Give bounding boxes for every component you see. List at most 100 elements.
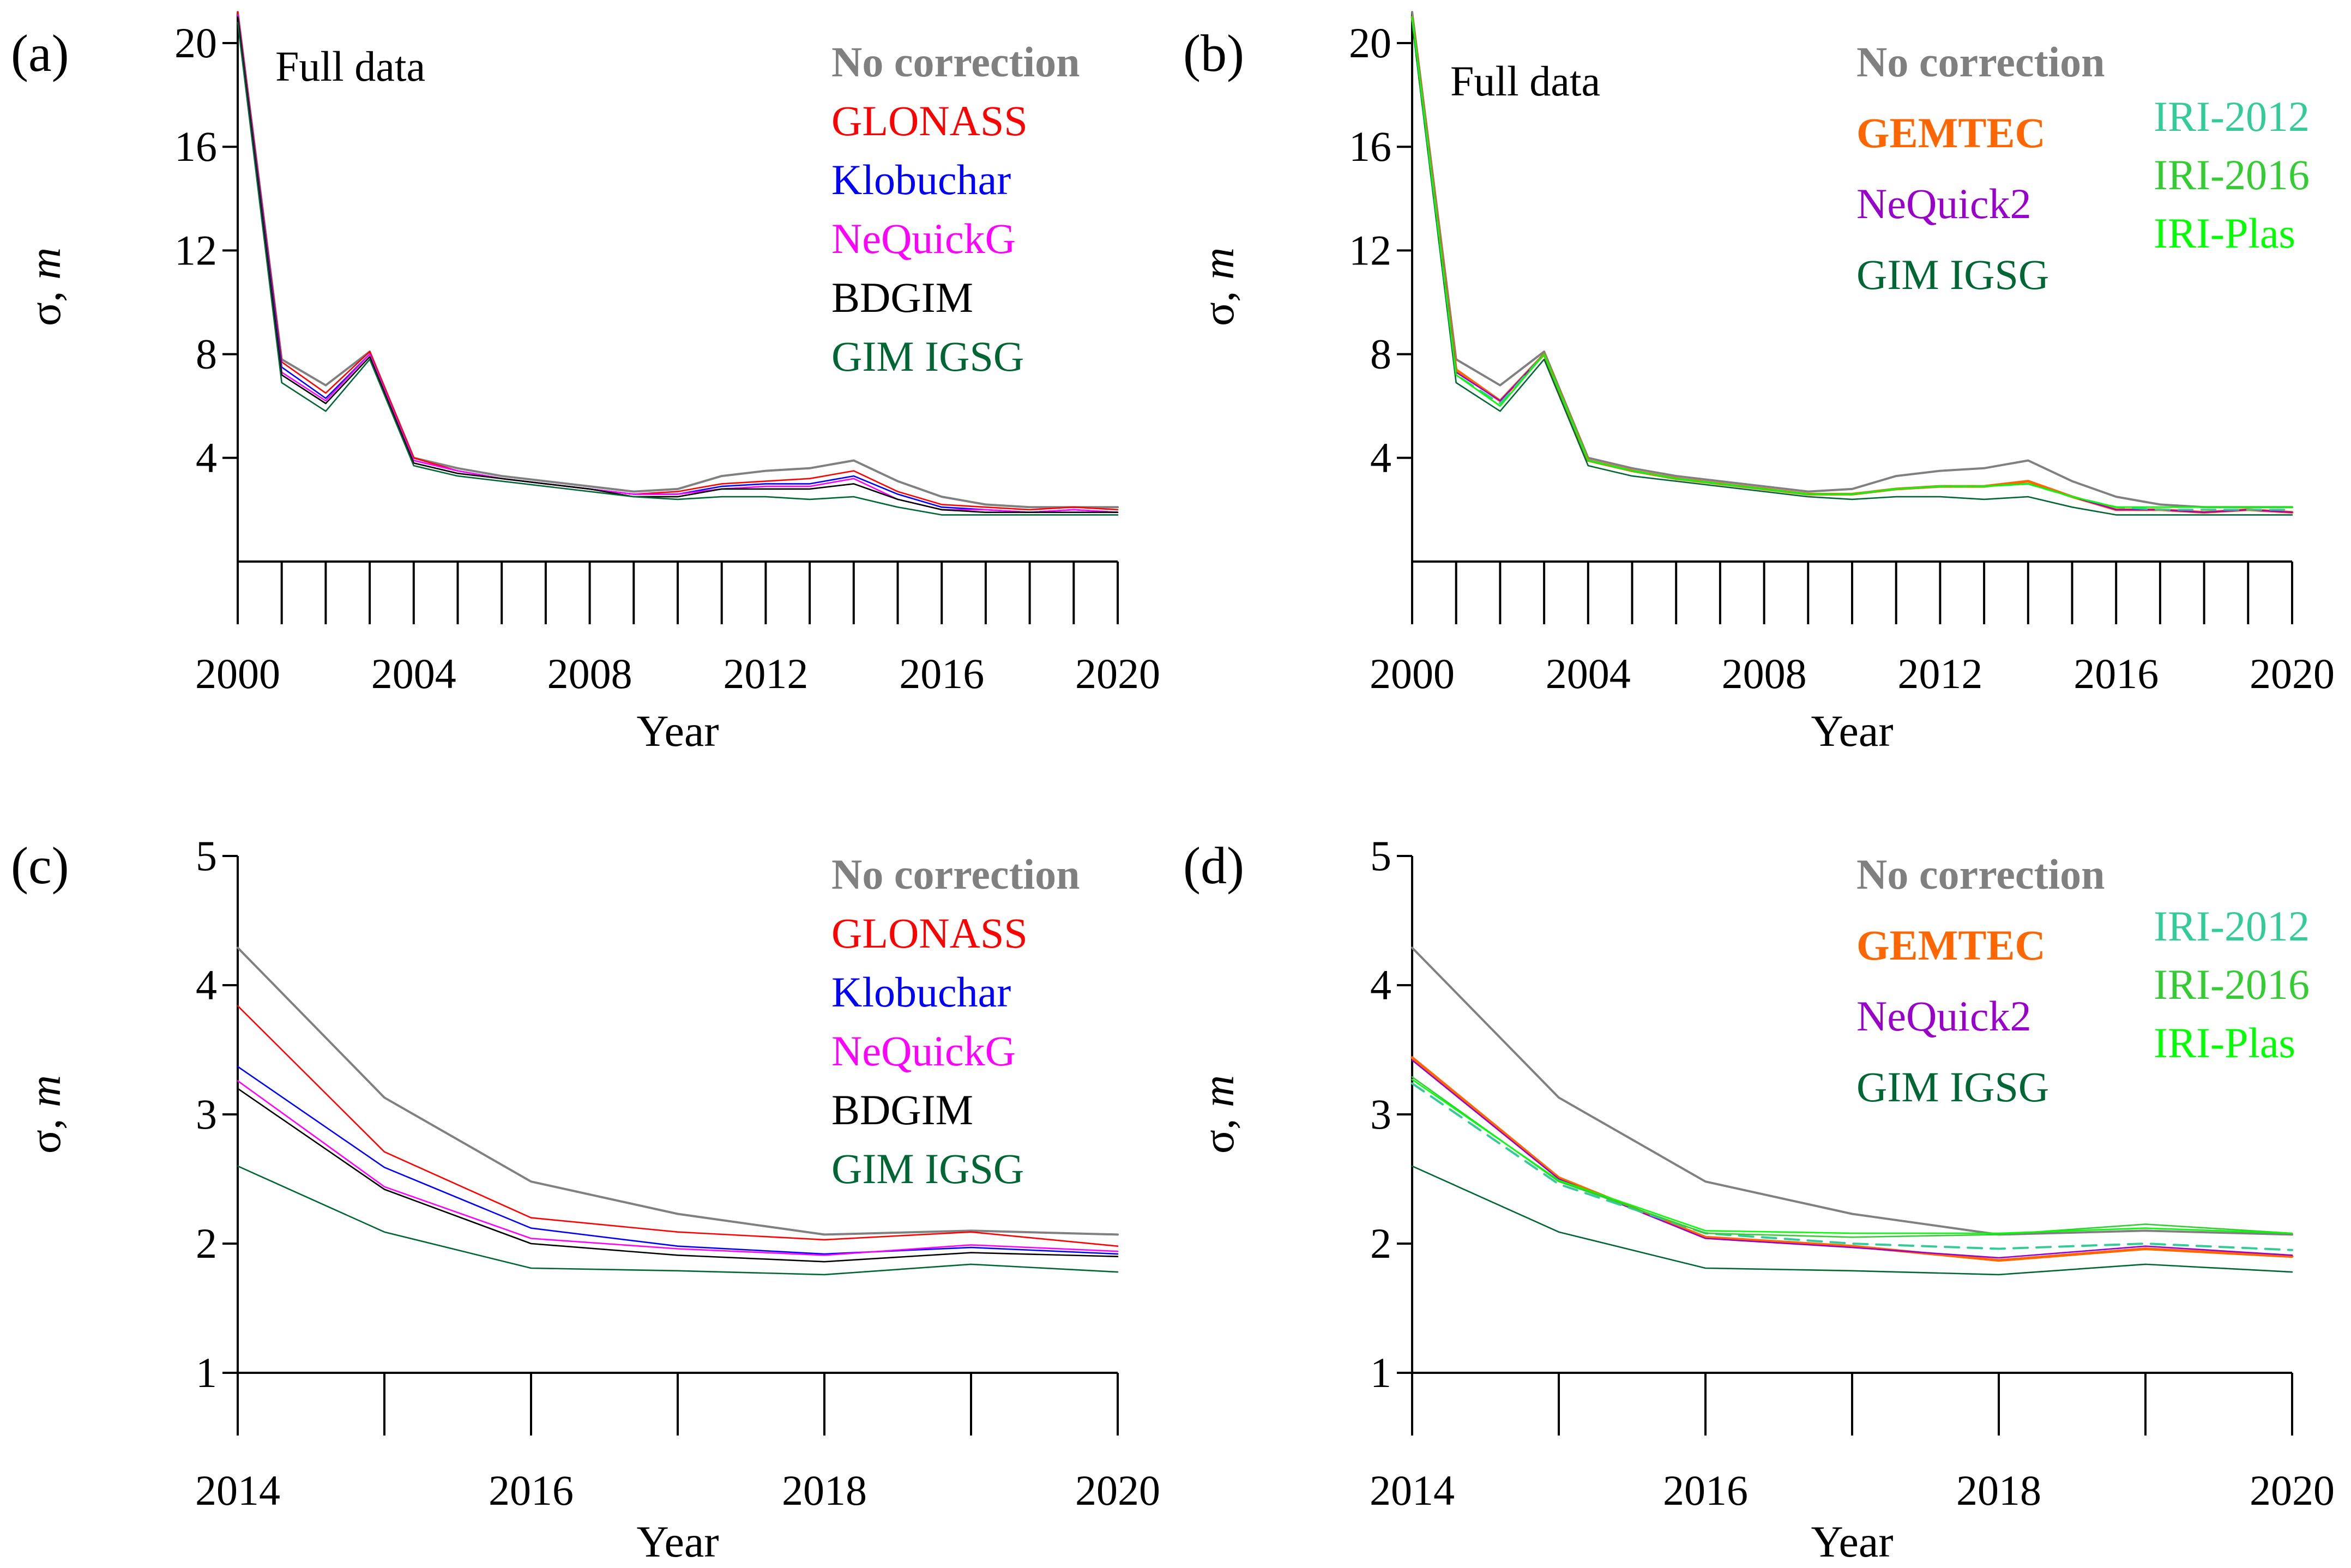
series-line-gim-igsg [237, 21, 1119, 516]
legend-entry: IRI-2016 [2154, 961, 2310, 1008]
y-axis-label: σ, m [1193, 248, 1243, 326]
x-tick-label: 2012 [723, 650, 808, 697]
x-tick-label: 2000 [1370, 650, 1455, 697]
y-tick-label: 16 [1349, 123, 1391, 170]
y-tick-label: 4 [196, 961, 217, 1009]
x-tick-label: 2008 [547, 650, 632, 697]
series-line-gim-igsg [237, 1165, 1119, 1276]
series-line-gim-igsg [1411, 21, 2293, 516]
x-tick-label: 2000 [195, 650, 280, 697]
y-tick-label: 8 [196, 330, 217, 378]
series-line-gim-igsg [1411, 1165, 2293, 1276]
x-tick-label: 2004 [371, 650, 456, 697]
legend-entry: Klobuchar [831, 968, 1011, 1016]
legend-entry: Klobuchar [831, 156, 1011, 203]
x-axis-label: Year [1811, 1517, 1893, 1566]
x-tick-label: 2014 [195, 1467, 280, 1514]
series-line-gemtec [1410, 1056, 2294, 1262]
legend-entry: NeQuickG [831, 215, 1016, 262]
legend-entry: NeQuickG [831, 1027, 1016, 1075]
legend-entry: GEMTEC [1856, 921, 2046, 969]
panel-label: (d) [1183, 836, 1244, 895]
y-tick-label: 12 [1349, 226, 1391, 274]
x-tick-label: 2020 [2250, 1467, 2335, 1514]
y-tick-label: 20 [174, 19, 217, 67]
legend-entry: GLONASS [831, 909, 1028, 957]
y-axis-label: σ, m [1193, 1075, 1243, 1154]
y-axis-label: σ, m [20, 248, 70, 326]
x-tick-label: 2016 [1663, 1467, 1748, 1514]
series-line-no-correction [237, 946, 1119, 1236]
x-tick-label: 2020 [2250, 650, 2335, 697]
x-tick-label: 2014 [1370, 1467, 1455, 1514]
legend-entry: GIM IGSG [831, 1145, 1024, 1192]
series-line-bdgim [237, 1088, 1119, 1263]
legend-entry: IRI-2012 [2154, 93, 2310, 140]
x-tick-label: 2020 [1075, 1467, 1160, 1514]
legend-entry: BDGIM [831, 1086, 973, 1133]
legend-entry: BDGIM [831, 274, 973, 321]
series-line-iri-plas [1411, 1078, 2293, 1234]
x-tick-label: 2016 [2073, 650, 2159, 697]
x-axis-label: Year [636, 706, 719, 756]
panel-c: 1 2 3 4 5 2014 2016 2018 2020 Year σ, m (c) No corre… [11, 832, 1160, 1566]
series-line-iri-plas [1411, 16, 2293, 508]
series-line-no-correction [1411, 946, 2293, 1236]
panel-d: 1 2 3 4 5 2014 2016 2018 2020 Year σ, m (d) No corre… [1183, 832, 2335, 1566]
x-tick-label: 2012 [1897, 650, 1982, 697]
legend-entry: GIM IGSG [1856, 1063, 2049, 1111]
y-tick-label: 4 [1370, 434, 1391, 481]
series-line-nequick2 [1411, 1059, 2293, 1259]
legend-entry: No correction [1856, 38, 2105, 86]
y-tick-label: 16 [174, 123, 217, 170]
legend-entry: GIM IGSG [1856, 251, 2049, 298]
legend-entry: No correction [831, 38, 1080, 86]
x-axis-label: Year [1811, 706, 1893, 756]
legend-entry: No correction [1856, 851, 2105, 898]
legend-entry: IRI-2016 [2154, 151, 2310, 198]
x-axis-label: Year [636, 1517, 719, 1566]
x-tick-label: 2018 [1956, 1467, 2041, 1514]
x-tick-label: 2018 [782, 1467, 867, 1514]
panel-a: 4 8 12 16 20 2000 2004 2008 2012 2016 2020 Year σ, m… [11, 11, 1160, 756]
y-tick-label: 5 [196, 832, 217, 879]
legend-entry: IRI-Plas [2154, 1019, 2295, 1066]
y-tick-label: 1 [1370, 1349, 1391, 1396]
x-tick-label: 2020 [1075, 650, 1160, 697]
legend-entry: NeQuick2 [1856, 992, 2031, 1040]
x-tick-label: 2008 [1722, 650, 1807, 697]
legend-entry: IRI-Plas [2154, 209, 2295, 257]
legend-entry: No correction [831, 851, 1080, 898]
series-line-nequickg [237, 1080, 1119, 1256]
y-tick-label: 5 [1370, 832, 1391, 879]
y-axis-label: σ, m [20, 1075, 70, 1154]
legend-entry: GEMTEC [1856, 109, 2046, 156]
panel-label: (c) [11, 836, 69, 895]
legend-entry: IRI-2012 [2154, 902, 2310, 950]
panel-label: (a) [11, 24, 69, 82]
x-tick-label: 2004 [1546, 650, 1631, 697]
y-tick-label: 4 [196, 434, 217, 481]
series-line-iri-2016 [1411, 1076, 2293, 1238]
series-line-nequickg [237, 14, 1119, 514]
x-tick-label: 2016 [489, 1467, 574, 1514]
panel-annotation: Full data [1450, 57, 1600, 105]
series-line-klobuchar [237, 1066, 1119, 1255]
y-tick-label: 3 [1370, 1090, 1391, 1138]
panel-label: (b) [1183, 24, 1244, 82]
y-tick-label: 2 [1370, 1220, 1391, 1267]
legend-entry: GLONASS [831, 97, 1028, 144]
y-tick-label: 20 [1349, 19, 1391, 67]
y-tick-label: 2 [196, 1220, 217, 1267]
y-tick-label: 4 [1370, 961, 1391, 1009]
y-tick-label: 8 [1370, 330, 1391, 378]
y-tick-label: 3 [196, 1090, 217, 1138]
series-line-glonass [237, 1005, 1119, 1247]
panel-b: 4 8 12 16 20 2000 2004 2008 2012 2016 2020 Year σ, m… [1183, 11, 2335, 756]
panel-annotation: Full data [275, 43, 425, 90]
series-line-bdgim [237, 16, 1119, 514]
series-line-glonass [237, 11, 1119, 511]
y-tick-label: 1 [196, 1349, 217, 1396]
x-tick-label: 2016 [899, 650, 984, 697]
